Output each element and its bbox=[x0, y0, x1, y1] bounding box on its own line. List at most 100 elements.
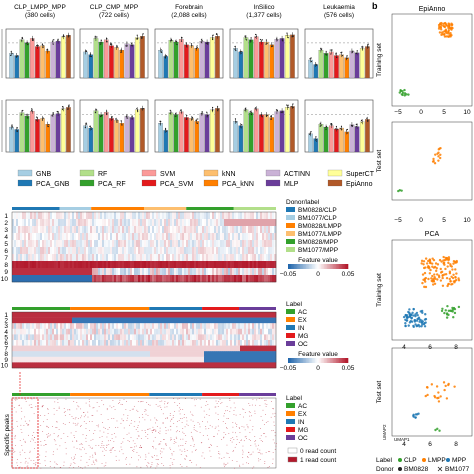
colorbar-title: Feature value bbox=[298, 257, 338, 264]
heatmap-cell bbox=[94, 323, 97, 329]
heatmap-cell bbox=[58, 219, 61, 227]
heatmap-cell bbox=[256, 226, 259, 234]
heatmap-cell bbox=[176, 212, 179, 220]
heatmap-cell bbox=[106, 212, 109, 220]
heatmap-cell bbox=[222, 261, 225, 269]
legend-label: OC bbox=[298, 341, 308, 348]
read-count-mark bbox=[80, 426, 81, 427]
heatmap-cell bbox=[104, 356, 107, 363]
heatmap-cell bbox=[52, 345, 55, 352]
read-count-mark bbox=[227, 462, 229, 464]
heatmap-cell bbox=[38, 268, 41, 276]
heatmap-cell bbox=[224, 334, 227, 341]
heatmap-cell bbox=[234, 247, 237, 255]
read-count-mark bbox=[125, 458, 127, 460]
heatmap-cell bbox=[202, 345, 205, 352]
heatmap-cell bbox=[112, 240, 115, 248]
heatmap-cell bbox=[244, 261, 247, 269]
replicate-point bbox=[282, 40, 284, 42]
heatmap-cell bbox=[178, 212, 181, 220]
read-count-mark bbox=[193, 446, 195, 447]
read-count-mark bbox=[138, 417, 140, 418]
heatmap-cell bbox=[124, 254, 127, 262]
heatmap-cell bbox=[136, 312, 139, 318]
bar-pca_svm bbox=[184, 44, 189, 79]
read-count-mark bbox=[42, 405, 44, 406]
heatmap-cell bbox=[62, 362, 65, 369]
heatmap-cell bbox=[112, 268, 115, 276]
heatmap-cell bbox=[186, 268, 189, 276]
heatmap-cell bbox=[192, 328, 195, 335]
umap-xtick: 6 bbox=[428, 344, 432, 351]
heatmap-cell bbox=[188, 312, 191, 318]
heatmap-cell bbox=[140, 254, 143, 262]
heatmap-cell bbox=[254, 334, 257, 341]
heatmap-cell bbox=[206, 219, 209, 227]
heatmap-cell bbox=[160, 212, 163, 220]
row-label: 6 bbox=[4, 340, 8, 347]
colorbar-step bbox=[318, 264, 320, 269]
replicate-point bbox=[21, 40, 23, 42]
heatmap-cell bbox=[166, 356, 169, 363]
heatmap-cell bbox=[150, 323, 153, 329]
heatmap-cell bbox=[212, 240, 215, 248]
heatmap-cell bbox=[214, 328, 217, 335]
heatmap-cell bbox=[126, 233, 129, 241]
heatmap-cell bbox=[132, 212, 135, 220]
read-count-mark bbox=[178, 445, 180, 447]
heatmap-cell bbox=[144, 328, 147, 335]
heatmap-cell bbox=[240, 356, 243, 363]
colorbar-step bbox=[294, 358, 296, 363]
heatmap-cell bbox=[106, 317, 109, 324]
read-count-mark bbox=[73, 446, 75, 448]
heatmap-cell bbox=[70, 345, 73, 352]
read-count-mark bbox=[254, 443, 256, 445]
heatmap-cell bbox=[34, 233, 37, 241]
heatmap-cell bbox=[96, 340, 99, 346]
read-count-mark bbox=[232, 422, 234, 424]
heatmap-cell bbox=[220, 345, 223, 352]
replicate-point bbox=[106, 113, 108, 116]
heatmap-cell bbox=[68, 226, 71, 234]
heatmap-cell bbox=[202, 340, 205, 346]
bar-gnb bbox=[233, 48, 238, 79]
heatmap-cell bbox=[162, 247, 165, 255]
read-count-mark bbox=[138, 459, 139, 461]
read-count-mark bbox=[199, 426, 201, 428]
read-count-mark bbox=[185, 441, 187, 442]
read-count-mark bbox=[226, 452, 228, 454]
heatmap-cell bbox=[112, 356, 115, 363]
heatmap-cell bbox=[268, 261, 271, 269]
heatmap-cell bbox=[30, 317, 33, 324]
replicate-point bbox=[94, 35, 96, 37]
heatmap-cell bbox=[130, 312, 133, 318]
heatmap-cell bbox=[148, 226, 151, 234]
heatmap-cell bbox=[242, 275, 245, 283]
heatmap-cell bbox=[92, 351, 95, 357]
heatmap-cell bbox=[246, 247, 249, 255]
read-count-mark bbox=[265, 452, 267, 453]
bar-epianno bbox=[140, 108, 145, 153]
read-count-mark bbox=[77, 405, 79, 407]
heatmap-cell bbox=[134, 351, 137, 357]
heatmap-cell bbox=[24, 240, 27, 248]
heatmap-cell bbox=[76, 226, 79, 234]
heatmap-cell bbox=[174, 328, 177, 335]
legend-swatch-pca_gnb bbox=[17, 179, 33, 187]
heatmap-cell bbox=[62, 268, 65, 276]
heatmap-cell bbox=[204, 351, 207, 357]
read-count-mark bbox=[236, 424, 238, 425]
heatmap-cell bbox=[100, 356, 103, 363]
replicate-point bbox=[315, 64, 318, 66]
heatmap-cell bbox=[158, 356, 161, 363]
heatmap-cell bbox=[200, 233, 203, 241]
replicate-point bbox=[31, 110, 33, 113]
heatmap-cell bbox=[122, 233, 125, 241]
read-count-mark bbox=[165, 432, 167, 434]
heatmap-cell bbox=[218, 233, 221, 241]
replicate-point bbox=[159, 120, 161, 122]
bar-mlp bbox=[129, 44, 135, 79]
heatmap-cell bbox=[266, 212, 269, 220]
heatmap-cell bbox=[70, 275, 73, 283]
heatmap-cell bbox=[140, 212, 143, 220]
